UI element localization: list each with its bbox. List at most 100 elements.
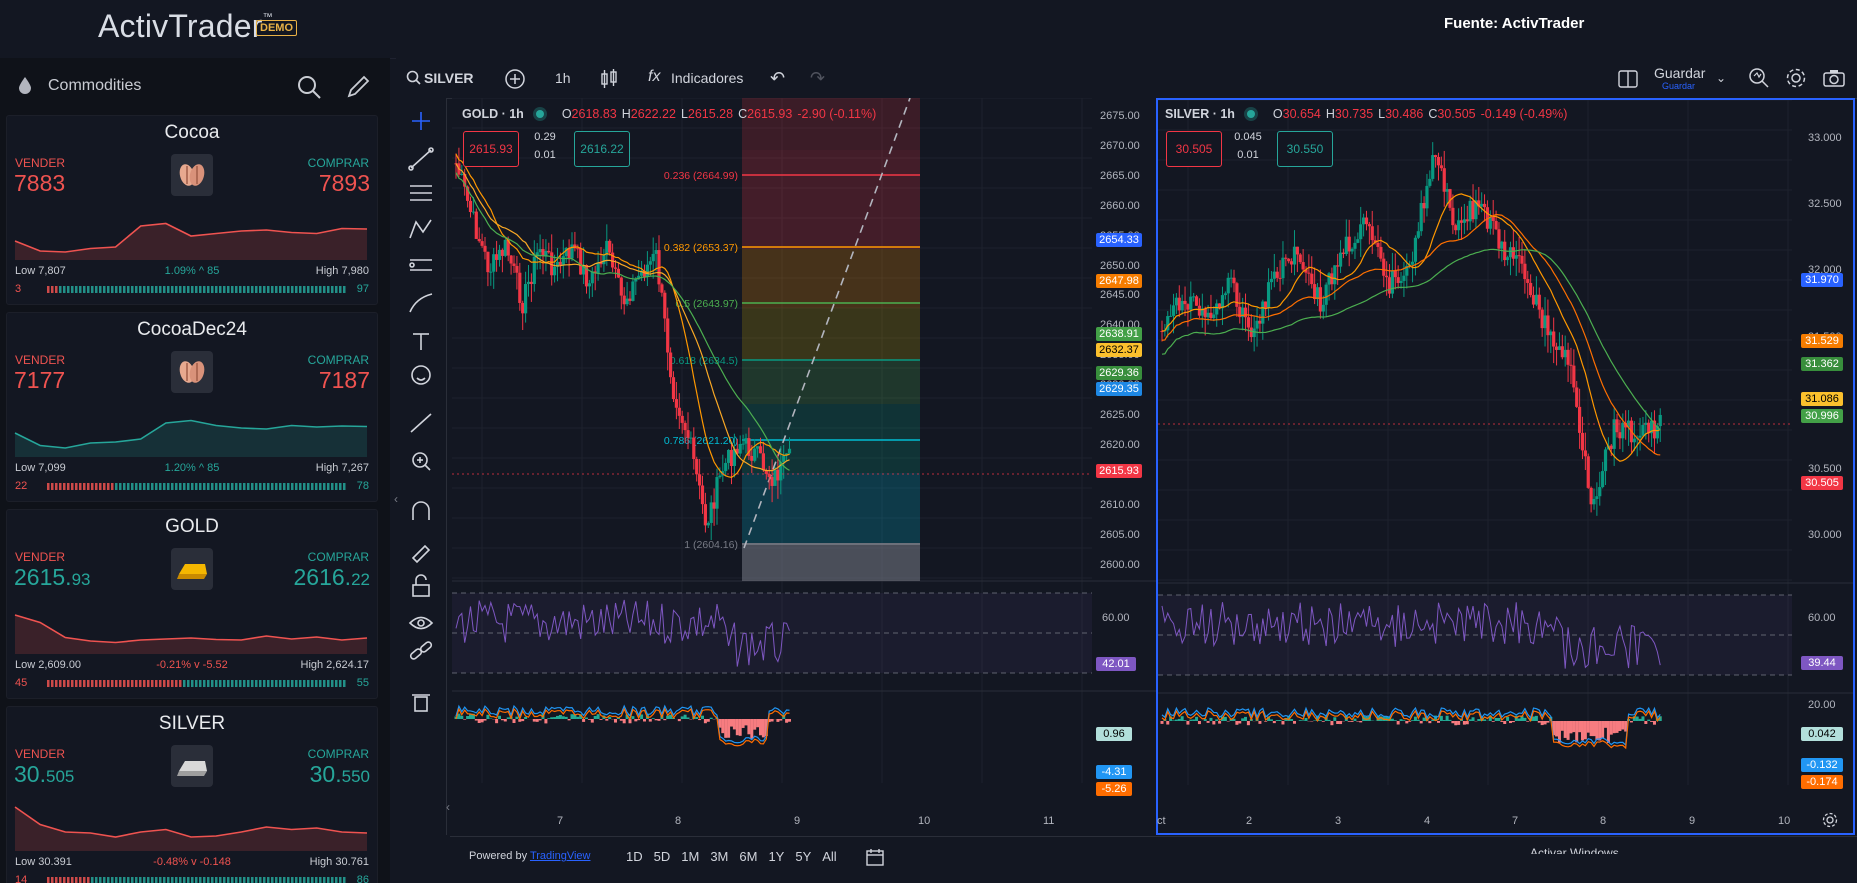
instrument-card-silver[interactable]: SILVER VENDER COMPRAR 30.505 30.550 Low 30.39… <box>6 706 378 883</box>
sell-price-button[interactable]: 7883 <box>14 170 65 197</box>
x-axis-tick: 8 <box>675 815 682 827</box>
macd-line <box>1161 706 1661 747</box>
sell-button[interactable]: 2615.93 <box>463 131 519 167</box>
market-status-icon <box>1246 110 1255 118</box>
link-icon[interactable] <box>409 641 433 660</box>
sell-button[interactable]: 30.505 <box>1166 131 1222 167</box>
ohlc-change: -2.90 (-0.11%) <box>797 107 877 121</box>
instrument-card-cocoadec24[interactable]: CocoaDec24 VENDER COMPRAR 7177 7187 Low 7,099… <box>6 312 378 502</box>
spread-value: 0.045 <box>1234 131 1262 143</box>
daily-change: -0.21% v -5.52 <box>156 659 228 671</box>
symbol-search-button[interactable]: SILVER <box>424 70 474 86</box>
layout-icon[interactable] <box>1618 70 1638 88</box>
add-symbol-icon[interactable] <box>504 68 526 90</box>
trend-line-icon[interactable] <box>408 147 434 171</box>
x-axis-tick: 9 <box>794 815 801 827</box>
chart-title[interactable]: GOLD · 1h <box>462 107 524 121</box>
gold-chart-panel[interactable]: 0.236 (2664.99) 0.382 (2653.37) 0.5 (2643.… <box>452 98 1157 835</box>
chevron-down-icon[interactable]: ⌄ <box>1716 71 1727 85</box>
category-title: Commodities <box>48 77 142 94</box>
x-axis-tick: 3 <box>1335 815 1342 827</box>
y-axis-tick: 2675.00 <box>1100 110 1140 122</box>
range-button-1d[interactable]: 1D <box>626 849 643 864</box>
macd-value-tag: 0.96 <box>1096 727 1132 741</box>
range-button-6m[interactable]: 6M <box>739 849 758 864</box>
candle-type-icon[interactable] <box>600 68 618 90</box>
lock-icon[interactable] <box>412 574 430 597</box>
macd-signal-line <box>1161 709 1661 750</box>
settings-icon[interactable] <box>1822 812 1838 828</box>
lot-size: 0.01 <box>1237 149 1259 161</box>
trash-icon[interactable] <box>412 694 430 712</box>
buy-button[interactable]: 2616.22 <box>574 131 630 167</box>
emoji-icon[interactable] <box>411 365 431 385</box>
redo-icon[interactable]: ↷ <box>810 68 826 88</box>
day-high: High 30.761 <box>309 856 369 868</box>
fib-trend-line[interactable] <box>743 98 911 549</box>
range-button-3m[interactable]: 3M <box>710 849 729 864</box>
app-logo[interactable]: ActivTrader™ <box>98 8 273 44</box>
rsi-value-tag: 42.01 <box>1096 657 1136 671</box>
magnet-icon[interactable] <box>412 501 430 520</box>
camera-icon[interactable] <box>1823 68 1845 88</box>
ruler-icon[interactable] <box>410 413 432 433</box>
crosshair-icon[interactable] <box>412 112 430 130</box>
brush-icon[interactable] <box>409 293 433 313</box>
edit-icon[interactable] <box>345 74 371 100</box>
gear-icon[interactable] <box>1785 67 1807 89</box>
eye-icon[interactable] <box>408 616 434 630</box>
gold-legend: GOLD · 1h O2618.83 H2622.22 L2615.28 C2615.9… <box>462 107 876 121</box>
zoom-in-icon[interactable] <box>412 452 431 471</box>
range-button-1m[interactable]: 1M <box>681 849 700 864</box>
text-tool-icon[interactable] <box>413 333 429 350</box>
rsi-line <box>1161 602 1661 669</box>
moving-average-line <box>1161 248 1661 431</box>
fib-tool-icon[interactable] <box>409 259 432 271</box>
buy-price-button[interactable]: 30.550 <box>310 761 370 788</box>
collapse-toolbar-icon[interactable]: ‹ <box>446 800 450 814</box>
indicators-icon[interactable]: fx <box>648 68 661 85</box>
instrument-card-cocoa[interactable]: Cocoa VENDER COMPRAR 7883 7893 Low 7,807 High … <box>6 115 378 305</box>
ohlc-value: 2615.93 <box>747 107 793 121</box>
range-button-all[interactable]: All <box>822 849 837 864</box>
y-axis-tick: 2665.00 <box>1100 169 1140 182</box>
silver-chart-panel[interactable] <box>1156 98 1855 835</box>
undo-icon[interactable]: ↶ <box>770 68 786 88</box>
search-icon[interactable] <box>406 70 422 86</box>
instrument-card-gold[interactable]: GOLD VENDER COMPRAR 2615.93 2616.22 Low 2,609… <box>6 509 378 699</box>
buy-button[interactable]: 30.550 <box>1277 131 1333 167</box>
collapse-sidebar-icon[interactable]: ‹ <box>394 492 398 506</box>
sell-price-button[interactable]: 2615.93 <box>14 564 90 591</box>
rsi-axis-tick: 20.00 <box>1808 699 1836 711</box>
fib-level-label: 0.236 (2664.99) <box>664 170 738 182</box>
fib-level-label: 0.382 (2653.37) <box>664 242 738 254</box>
search-icon[interactable] <box>296 74 322 100</box>
sell-price-button[interactable]: 7177 <box>14 367 65 394</box>
sell-price-button[interactable]: 30.505 <box>14 761 74 788</box>
chart-title[interactable]: SILVER · 1h <box>1165 107 1235 121</box>
range-button-1y[interactable]: 1Y <box>768 849 785 864</box>
save-button[interactable]: Guardar <box>1654 65 1706 81</box>
buy-price-button[interactable]: 2616.22 <box>294 564 370 591</box>
range-button-5y[interactable]: 5Y <box>795 849 812 864</box>
sell-price-pips: 93 <box>71 570 91 589</box>
calendar-icon[interactable] <box>866 848 884 866</box>
sell-label: VENDER <box>15 353 66 367</box>
buy-price-button[interactable]: 7893 <box>319 170 370 197</box>
pattern-icon[interactable] <box>409 219 432 239</box>
indicators-button[interactable]: Indicadores <box>671 70 744 86</box>
sell-price-main: 7177 <box>14 367 66 393</box>
ohlc-value: 2618.83 <box>571 107 617 121</box>
instrument-name: Cocoa <box>164 122 220 143</box>
ohlc-label: C <box>738 107 748 121</box>
sellers-percent: 14 <box>15 874 28 883</box>
lock-drawings-icon[interactable] <box>411 544 431 564</box>
buy-price-button[interactable]: 7187 <box>319 367 370 394</box>
quick-search-icon[interactable] <box>1748 67 1770 89</box>
horizontal-lines-icon[interactable] <box>410 185 432 201</box>
range-button-5d[interactable]: 5D <box>653 849 671 864</box>
interval-button[interactable]: 1h <box>555 70 571 86</box>
tradingview-link[interactable]: TradingView <box>529 850 591 862</box>
rsi-axis-tick: 60.00 <box>1102 612 1130 624</box>
ohlc-label: H <box>1325 107 1335 121</box>
